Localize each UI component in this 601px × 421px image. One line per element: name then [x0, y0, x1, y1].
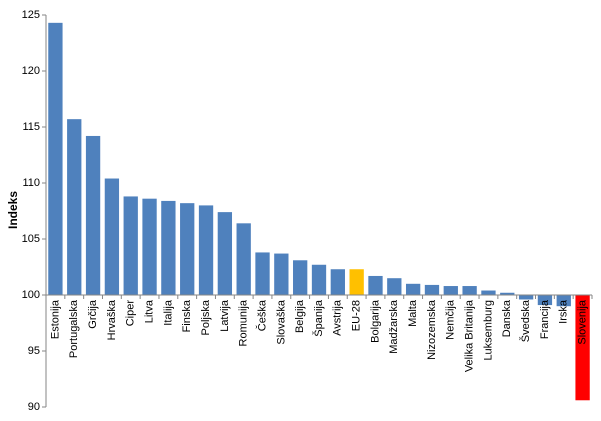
x-tick-label: Latvija	[219, 299, 231, 332]
x-tick-label: Švedska	[519, 299, 532, 342]
bar	[123, 196, 138, 295]
x-tick-label: Slovenija	[576, 299, 588, 345]
x-tick-label: Velika Britanija	[464, 299, 476, 372]
y-tick-label: 105	[22, 233, 40, 245]
bar	[85, 135, 101, 295]
x-tick-label: Francija	[539, 299, 551, 339]
x-tick-label: Finska	[181, 299, 193, 332]
x-tick-label: Malta	[407, 299, 419, 327]
bar	[349, 269, 364, 295]
bar	[198, 205, 214, 295]
bar	[443, 286, 458, 295]
y-tick-label: 110	[22, 177, 40, 189]
y-tick-label: 120	[22, 65, 40, 77]
bar	[311, 264, 327, 295]
bar	[368, 275, 383, 295]
bar	[293, 260, 308, 295]
bar	[274, 253, 289, 295]
x-tick-label: Litva	[143, 299, 155, 323]
x-tick-label: Španija	[312, 299, 325, 337]
x-tick-label: Grčija	[87, 299, 99, 329]
bar	[142, 198, 157, 295]
x-tick-label: Irska	[558, 299, 570, 324]
bar	[481, 290, 496, 295]
x-tick-label: Avstrija	[332, 299, 344, 336]
x-tick-label: Ciper	[125, 300, 137, 327]
bar	[48, 22, 63, 296]
bar	[255, 252, 270, 295]
bar	[387, 278, 402, 295]
bar	[537, 295, 553, 306]
y-axis-label: Indeks	[6, 191, 20, 229]
y-tick-label: 90	[28, 401, 40, 413]
x-tick-label: Nizozemska	[426, 299, 438, 360]
bar	[236, 223, 251, 295]
x-tick-label: Češka	[255, 299, 268, 331]
x-tick-label: Poljska	[200, 299, 212, 335]
x-tick-label: Hrvaška	[106, 299, 118, 340]
y-tick-label: 115	[22, 121, 40, 133]
x-tick-label: Italija	[162, 299, 174, 326]
bar	[500, 292, 515, 295]
bar	[462, 286, 477, 295]
bar	[217, 212, 233, 295]
x-tick-label: EU-28	[351, 300, 363, 331]
bar	[424, 284, 440, 295]
y-tick-label: 100	[22, 289, 40, 301]
bar	[180, 203, 195, 295]
bar	[556, 295, 571, 307]
bar	[575, 295, 590, 401]
x-tick-label: Belgija	[294, 299, 306, 333]
y-tick-label: 125	[22, 9, 40, 21]
x-tick-label: Romunija	[238, 299, 250, 346]
y-tick-label: 95	[28, 345, 40, 357]
x-tick-label: Bolgarija	[369, 299, 381, 343]
bar	[518, 295, 534, 300]
bar	[405, 283, 421, 295]
x-tick-label: Madžarska	[388, 299, 400, 354]
x-tick-label: Slovaška	[275, 299, 287, 345]
x-tick-label: Luksemburg	[482, 300, 494, 361]
bar	[161, 200, 176, 295]
x-tick-label: Portugalska	[68, 299, 80, 358]
x-tick-label: Nemčija	[445, 299, 457, 340]
x-tick-label: Estonija	[49, 299, 61, 339]
x-tick-label: Danska	[501, 299, 513, 337]
bar	[330, 269, 345, 295]
bar	[67, 119, 82, 295]
bar	[104, 178, 120, 295]
